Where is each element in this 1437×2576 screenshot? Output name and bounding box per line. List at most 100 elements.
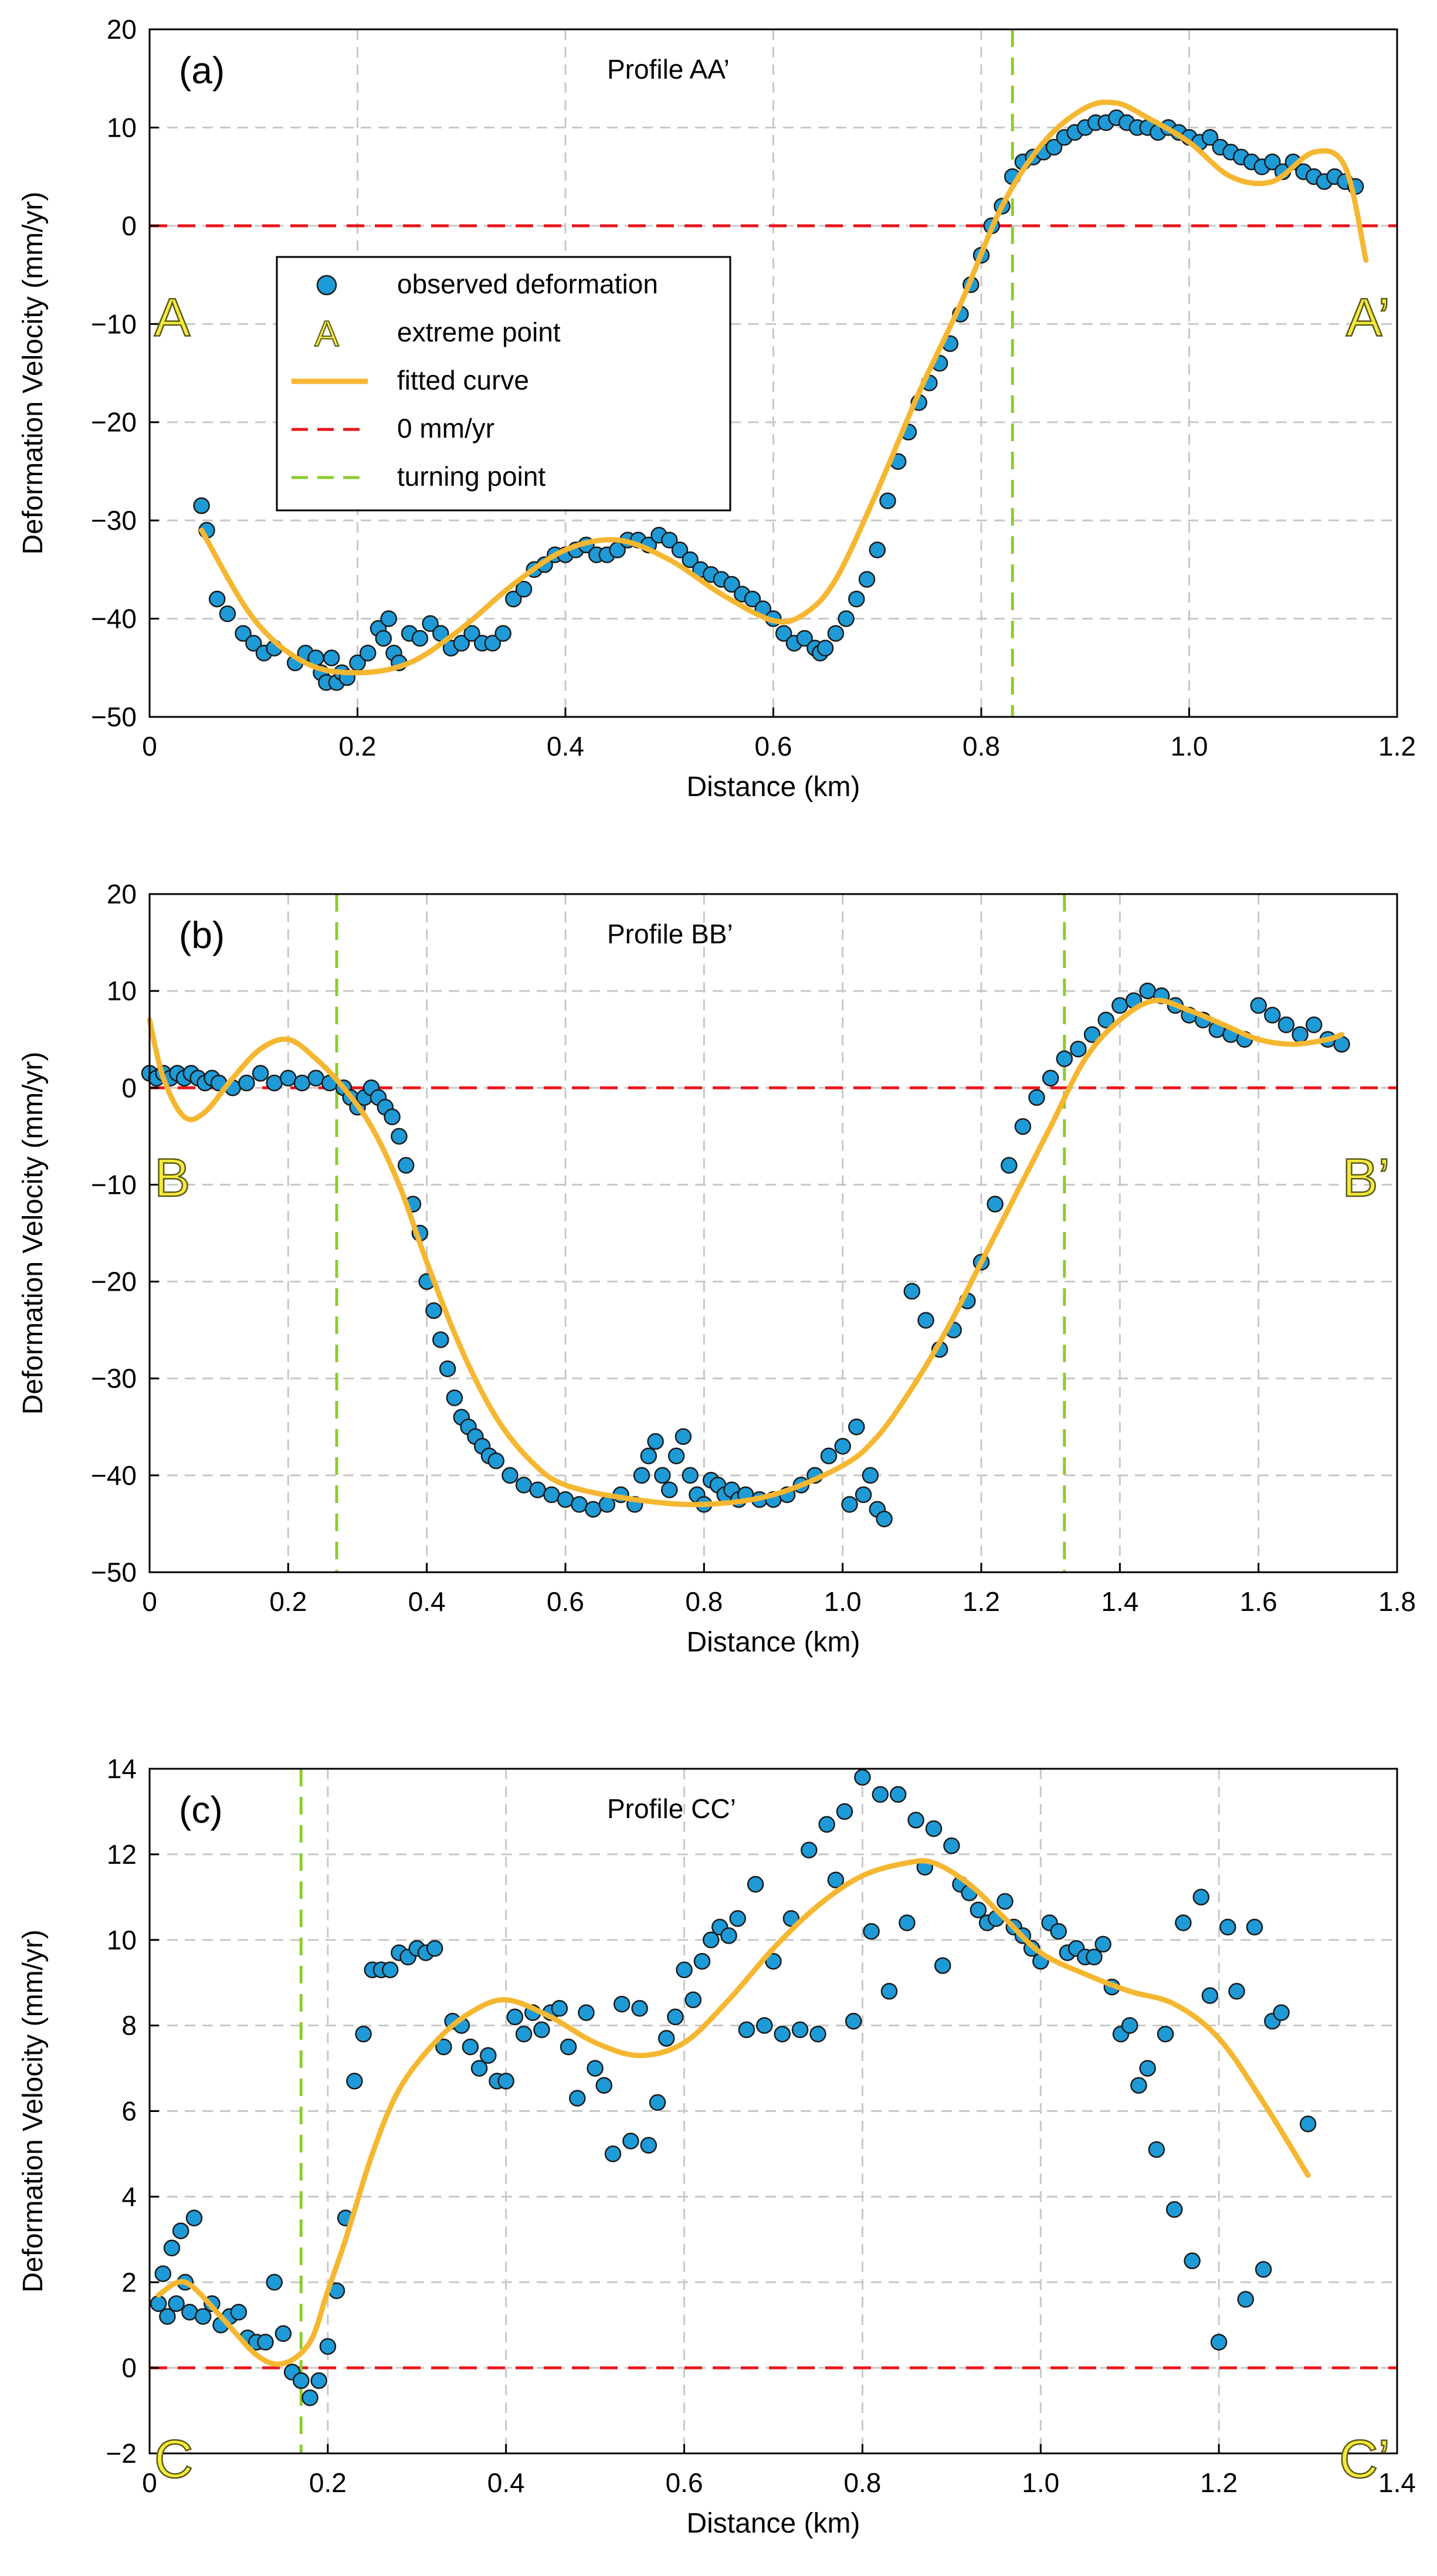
- observed-point: [827, 625, 845, 642]
- observed-point: [667, 2008, 684, 2026]
- observed-point: [827, 1871, 845, 1888]
- observed-point: [266, 2274, 283, 2291]
- fitted-curve: [147, 997, 1344, 1508]
- observed-point: [397, 1157, 415, 1174]
- observed-point: [560, 2038, 577, 2056]
- observed-point: [917, 1312, 934, 1329]
- observed-point: [381, 1961, 399, 1979]
- y-tick-label: 10: [107, 976, 137, 1006]
- observed-point: [661, 1481, 678, 1498]
- observed-point: [1210, 2334, 1228, 2351]
- observed-point: [487, 1452, 505, 1470]
- observed-point: [533, 2021, 550, 2039]
- observed-point: [446, 1389, 463, 1406]
- profile-title: Profile BB’: [607, 919, 733, 949]
- observed-point: [647, 1433, 664, 1450]
- observed-point: [809, 2025, 826, 2043]
- extreme-label-left: B: [154, 1148, 190, 1208]
- observed-point: [208, 590, 226, 608]
- observed-point: [163, 2239, 181, 2257]
- observed-point: [1184, 2252, 1201, 2270]
- observed-point: [154, 2265, 172, 2282]
- x-tick-label: 0.8: [843, 2467, 881, 2498]
- observed-point: [439, 1360, 456, 1377]
- observed-point: [903, 1282, 921, 1300]
- observed-point: [578, 2004, 595, 2021]
- observed-point: [319, 2338, 337, 2355]
- x-tick-label: 0.4: [408, 1586, 446, 1617]
- observed-point: [633, 1467, 650, 1484]
- observed-point: [310, 2372, 327, 2389]
- observed-point: [172, 2222, 189, 2239]
- legend-extreme-symbol: A: [314, 314, 339, 354]
- observed-point: [1264, 153, 1281, 171]
- observed-point: [426, 1940, 443, 1957]
- legend-fitted-label: fitted curve: [397, 365, 529, 395]
- observed-point: [880, 1983, 898, 2000]
- observed-point: [854, 1769, 871, 1786]
- x-tick-label: 1.6: [1240, 1586, 1277, 1617]
- observed-point: [515, 2025, 533, 2043]
- observed-point: [744, 590, 761, 608]
- observed-point: [1094, 1935, 1111, 1953]
- observed-point: [293, 2372, 310, 2389]
- observed-point: [1086, 1948, 1103, 1966]
- observed-point: [693, 1952, 711, 1970]
- x-tick-label: 0.2: [269, 1586, 307, 1617]
- observed-point: [515, 1477, 533, 1494]
- observed-point: [671, 541, 689, 558]
- observed-point: [411, 629, 429, 647]
- observed-point: [168, 2295, 185, 2312]
- observed-point: [1139, 2060, 1156, 2077]
- y-axis-label: Deformation Velocity (mm/yr): [18, 1930, 49, 2293]
- observed-point: [747, 1876, 764, 1893]
- observed-point: [1299, 2115, 1317, 2132]
- observed-point: [1070, 1040, 1087, 1058]
- observed-point: [238, 1074, 255, 1092]
- observed-point: [1277, 1016, 1295, 1034]
- legend-extreme-label: extreme point: [397, 317, 561, 347]
- observed-point: [676, 1961, 693, 1979]
- observed-point: [1255, 2261, 1272, 2278]
- observed-point: [1050, 1922, 1067, 1940]
- observed-point: [235, 625, 252, 642]
- y-tick-label: 14: [107, 1754, 137, 1784]
- observed-point: [1130, 2077, 1147, 2094]
- y-tick-label: 10: [107, 112, 137, 143]
- x-axis-label: Distance (km): [686, 1627, 860, 1658]
- observed-point: [640, 1447, 658, 1465]
- observed-point: [432, 1331, 449, 1348]
- observed-point: [252, 1065, 269, 1082]
- observed-point: [585, 1501, 602, 1518]
- panel-label: (b): [179, 914, 225, 956]
- y-tick-label: 2: [121, 2267, 137, 2297]
- y-tick-label: −10: [91, 309, 137, 339]
- observed-point: [791, 2021, 809, 2039]
- observed-point: [869, 541, 886, 558]
- observed-point: [820, 1447, 838, 1465]
- y-tick-label: 10: [107, 1925, 137, 1955]
- observed-point: [841, 1496, 858, 1513]
- observed-point: [551, 2000, 568, 2017]
- observed-point: [649, 2094, 666, 2111]
- observed-point: [194, 2308, 212, 2325]
- observed-point: [1292, 1026, 1309, 1043]
- observed-point: [266, 1074, 283, 1092]
- observed-point: [1201, 1987, 1219, 2004]
- panel-label: (a): [179, 49, 225, 92]
- observed-point: [1273, 2004, 1290, 2021]
- observed-point: [391, 1128, 408, 1145]
- observed-point: [661, 532, 678, 549]
- observed-point: [1042, 1069, 1059, 1087]
- observed-point: [1028, 1089, 1045, 1106]
- observed-point: [380, 610, 397, 627]
- legend: observed deformation A extreme point fitted…: [276, 256, 731, 512]
- observed-point: [987, 1196, 1004, 1213]
- observed-point: [1056, 1050, 1073, 1067]
- observed-point: [595, 2077, 613, 2094]
- observed-point: [1305, 1016, 1323, 1034]
- observed-point: [557, 1491, 574, 1508]
- observed-point: [425, 1302, 442, 1319]
- observed-point: [997, 1893, 1014, 1910]
- observed-point: [862, 1467, 879, 1484]
